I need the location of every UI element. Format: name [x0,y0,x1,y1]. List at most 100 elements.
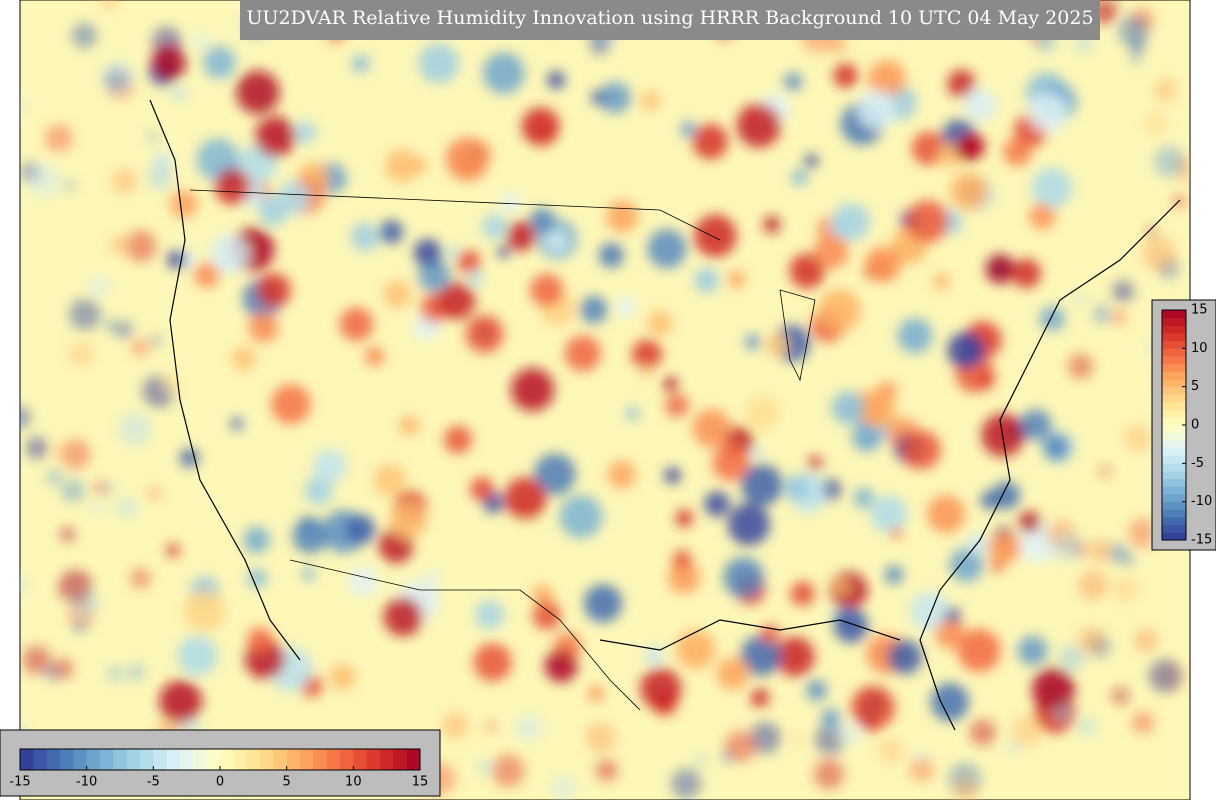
field-blob [740,464,783,506]
field-blob [247,627,273,653]
field-blob [385,149,419,183]
field-blob [551,776,575,800]
field-blob [529,208,555,234]
tick-label: 0 [1191,418,1199,433]
field-blob [68,341,94,367]
field-blob [20,406,31,429]
tick-label: 15 [1191,303,1208,318]
border [189,189,721,241]
field-blob [1043,434,1070,460]
field-blob [901,430,941,470]
field-blob [834,579,850,595]
colorbar-cell [353,749,368,770]
field-blob [445,137,490,181]
field-blob [631,339,662,370]
field-blob [467,269,484,286]
tick-label: -15 [9,775,30,790]
field-blob [230,417,244,431]
colorbar-cell [1162,448,1186,457]
field-blob [932,272,951,291]
field-blob [339,307,374,342]
field-blob [750,447,764,461]
field-blob [736,103,781,148]
field-blob [1131,711,1154,734]
field-blob [740,635,782,676]
field-blob [865,246,902,283]
field-blob [1146,227,1158,238]
field-blob [301,567,316,581]
field-blob [1147,659,1181,693]
field-blob [159,680,203,723]
field-blob [1113,576,1139,602]
field-blob [510,368,555,412]
field-blob [822,713,840,732]
field-blob [27,163,61,198]
colorbar-cell [1162,363,1186,372]
field-blob [71,22,97,49]
field-blob [606,200,639,233]
field-blob [478,759,493,775]
field-blob [723,557,764,598]
field-blob [598,242,624,268]
tick-label: 0 [216,775,224,790]
field-blob [969,719,996,746]
field-blob [418,259,451,292]
field-blob [61,478,86,503]
colorbar-cell [393,749,408,770]
field-blob [663,377,678,392]
field-blob [784,72,803,91]
colorbar-cell [60,749,74,770]
tick-label: -10 [76,775,97,790]
field-blob [351,54,370,73]
field-blob [1134,628,1158,653]
field-blob [473,643,512,682]
field-blob [887,639,923,675]
field-blob [107,665,124,683]
field-blob [515,713,543,742]
field-blob [60,439,91,470]
field-blob [692,123,728,160]
field-blob [482,52,525,94]
field-blob [693,214,737,258]
field-blob [236,70,280,115]
field-blob [124,230,157,262]
colorbar-cell [220,749,234,770]
field-blob [1028,93,1068,133]
field-blob [1007,741,1021,755]
colorbar-cell [1162,455,1186,464]
field-blob [1077,626,1105,654]
colorbar-cell [1162,317,1186,326]
field-blob [1003,137,1032,166]
innovation-field [20,0,1190,800]
field-blob [530,273,564,307]
field-blob [214,168,251,205]
field-blob [832,202,871,241]
field-blob [91,501,105,515]
field-blob [712,443,750,482]
field-blob [53,444,68,459]
field-blob [957,628,1001,673]
colorbar-cell [1162,409,1186,418]
field-blob [457,250,481,274]
colorbar-cell [1162,417,1186,426]
field-blob [1130,52,1142,64]
field-blob [364,346,385,367]
field-blob [949,547,984,582]
field-blob [203,46,236,79]
colorbar-horizontal: -15 -10 -5 0 5 10 15 [9,748,428,790]
field-blob [497,245,510,258]
colorbar-cell [246,749,261,770]
colorbar-cell [113,749,128,770]
field-blob [863,718,879,734]
field-blob [72,619,87,634]
field-blob [607,460,636,489]
colorbar-cell [1162,486,1186,495]
field-blob [25,436,49,460]
field-blob [111,168,137,194]
field-blob [764,332,789,358]
field-blob [166,543,180,557]
field-blob [294,121,317,144]
field-blob [131,339,149,357]
colorbar-cell [313,749,328,770]
field-blob [1128,517,1159,548]
